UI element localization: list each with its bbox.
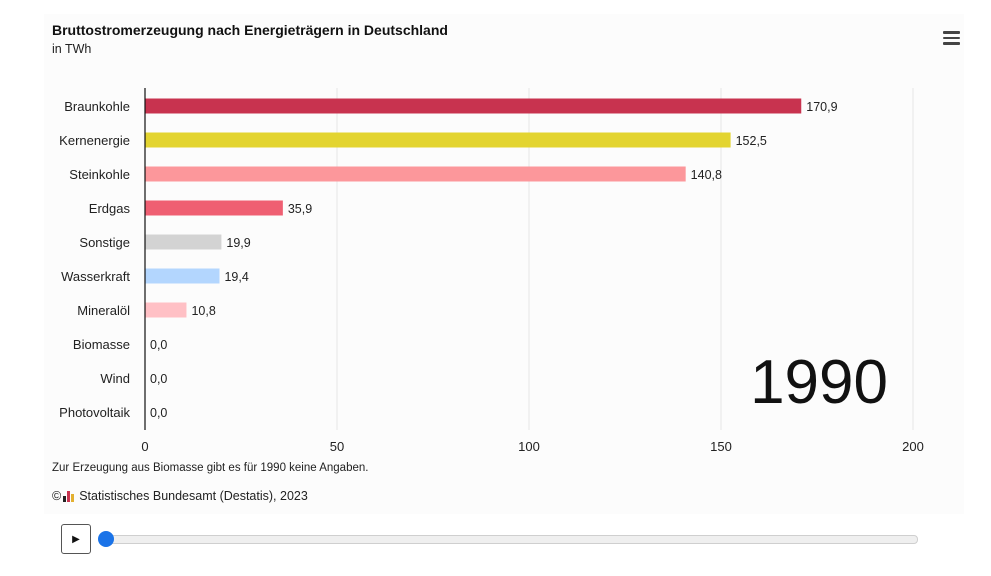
bar (145, 132, 731, 148)
bar (145, 234, 222, 250)
source-text: Statistisches Bundesamt (Destatis), 2023 (79, 489, 308, 503)
category-label: Kernenergie (59, 133, 130, 148)
year-slider-thumb[interactable] (98, 531, 114, 547)
hamburger-menu-icon[interactable] (940, 28, 964, 48)
bar (145, 200, 283, 216)
destatis-logo-icon (63, 490, 75, 502)
value-label: 35,9 (288, 202, 312, 216)
x-tick-label: 150 (710, 439, 732, 454)
bar (145, 166, 686, 182)
value-label: 170,9 (806, 100, 837, 114)
category-label: Braunkohle (64, 99, 130, 114)
value-label: 0,0 (150, 372, 167, 386)
value-label: 10,8 (191, 304, 215, 318)
source-line: © Statistisches Bundesamt (Destatis), 20… (52, 489, 308, 503)
value-label: 140,8 (691, 168, 722, 182)
x-tick-label: 0 (141, 439, 148, 454)
footnote: Zur Erzeugung aus Biomasse gibt es für 1… (52, 462, 369, 474)
value-label: 0,0 (150, 338, 167, 352)
bar (145, 302, 187, 318)
copyright-symbol: © (52, 489, 62, 503)
year-slider-track[interactable] (100, 535, 918, 544)
category-label: Steinkohle (69, 167, 130, 182)
value-label: 152,5 (736, 134, 767, 148)
x-tick-label: 200 (902, 439, 924, 454)
chart-subtitle: in TWh (52, 42, 92, 56)
value-label: 19,9 (226, 236, 250, 250)
play-button[interactable]: ▶ (61, 524, 91, 554)
bar (145, 98, 802, 114)
year-label: 1990 (750, 348, 888, 417)
chart-card (44, 14, 964, 514)
x-tick-label: 100 (518, 439, 540, 454)
category-label: Biomasse (73, 337, 130, 352)
category-label: Photovoltaik (59, 405, 130, 420)
category-label: Sonstige (79, 235, 130, 250)
category-label: Erdgas (89, 201, 131, 216)
category-label: Wasserkraft (61, 269, 130, 284)
category-label: Wind (100, 371, 130, 386)
bar (145, 268, 220, 284)
chart-title: Bruttostromerzeugung nach Energieträgern… (52, 22, 448, 38)
value-label: 0,0 (150, 406, 167, 420)
x-tick-label: 50 (330, 439, 344, 454)
category-label: Mineralöl (77, 303, 130, 318)
value-label: 19,4 (224, 270, 248, 284)
